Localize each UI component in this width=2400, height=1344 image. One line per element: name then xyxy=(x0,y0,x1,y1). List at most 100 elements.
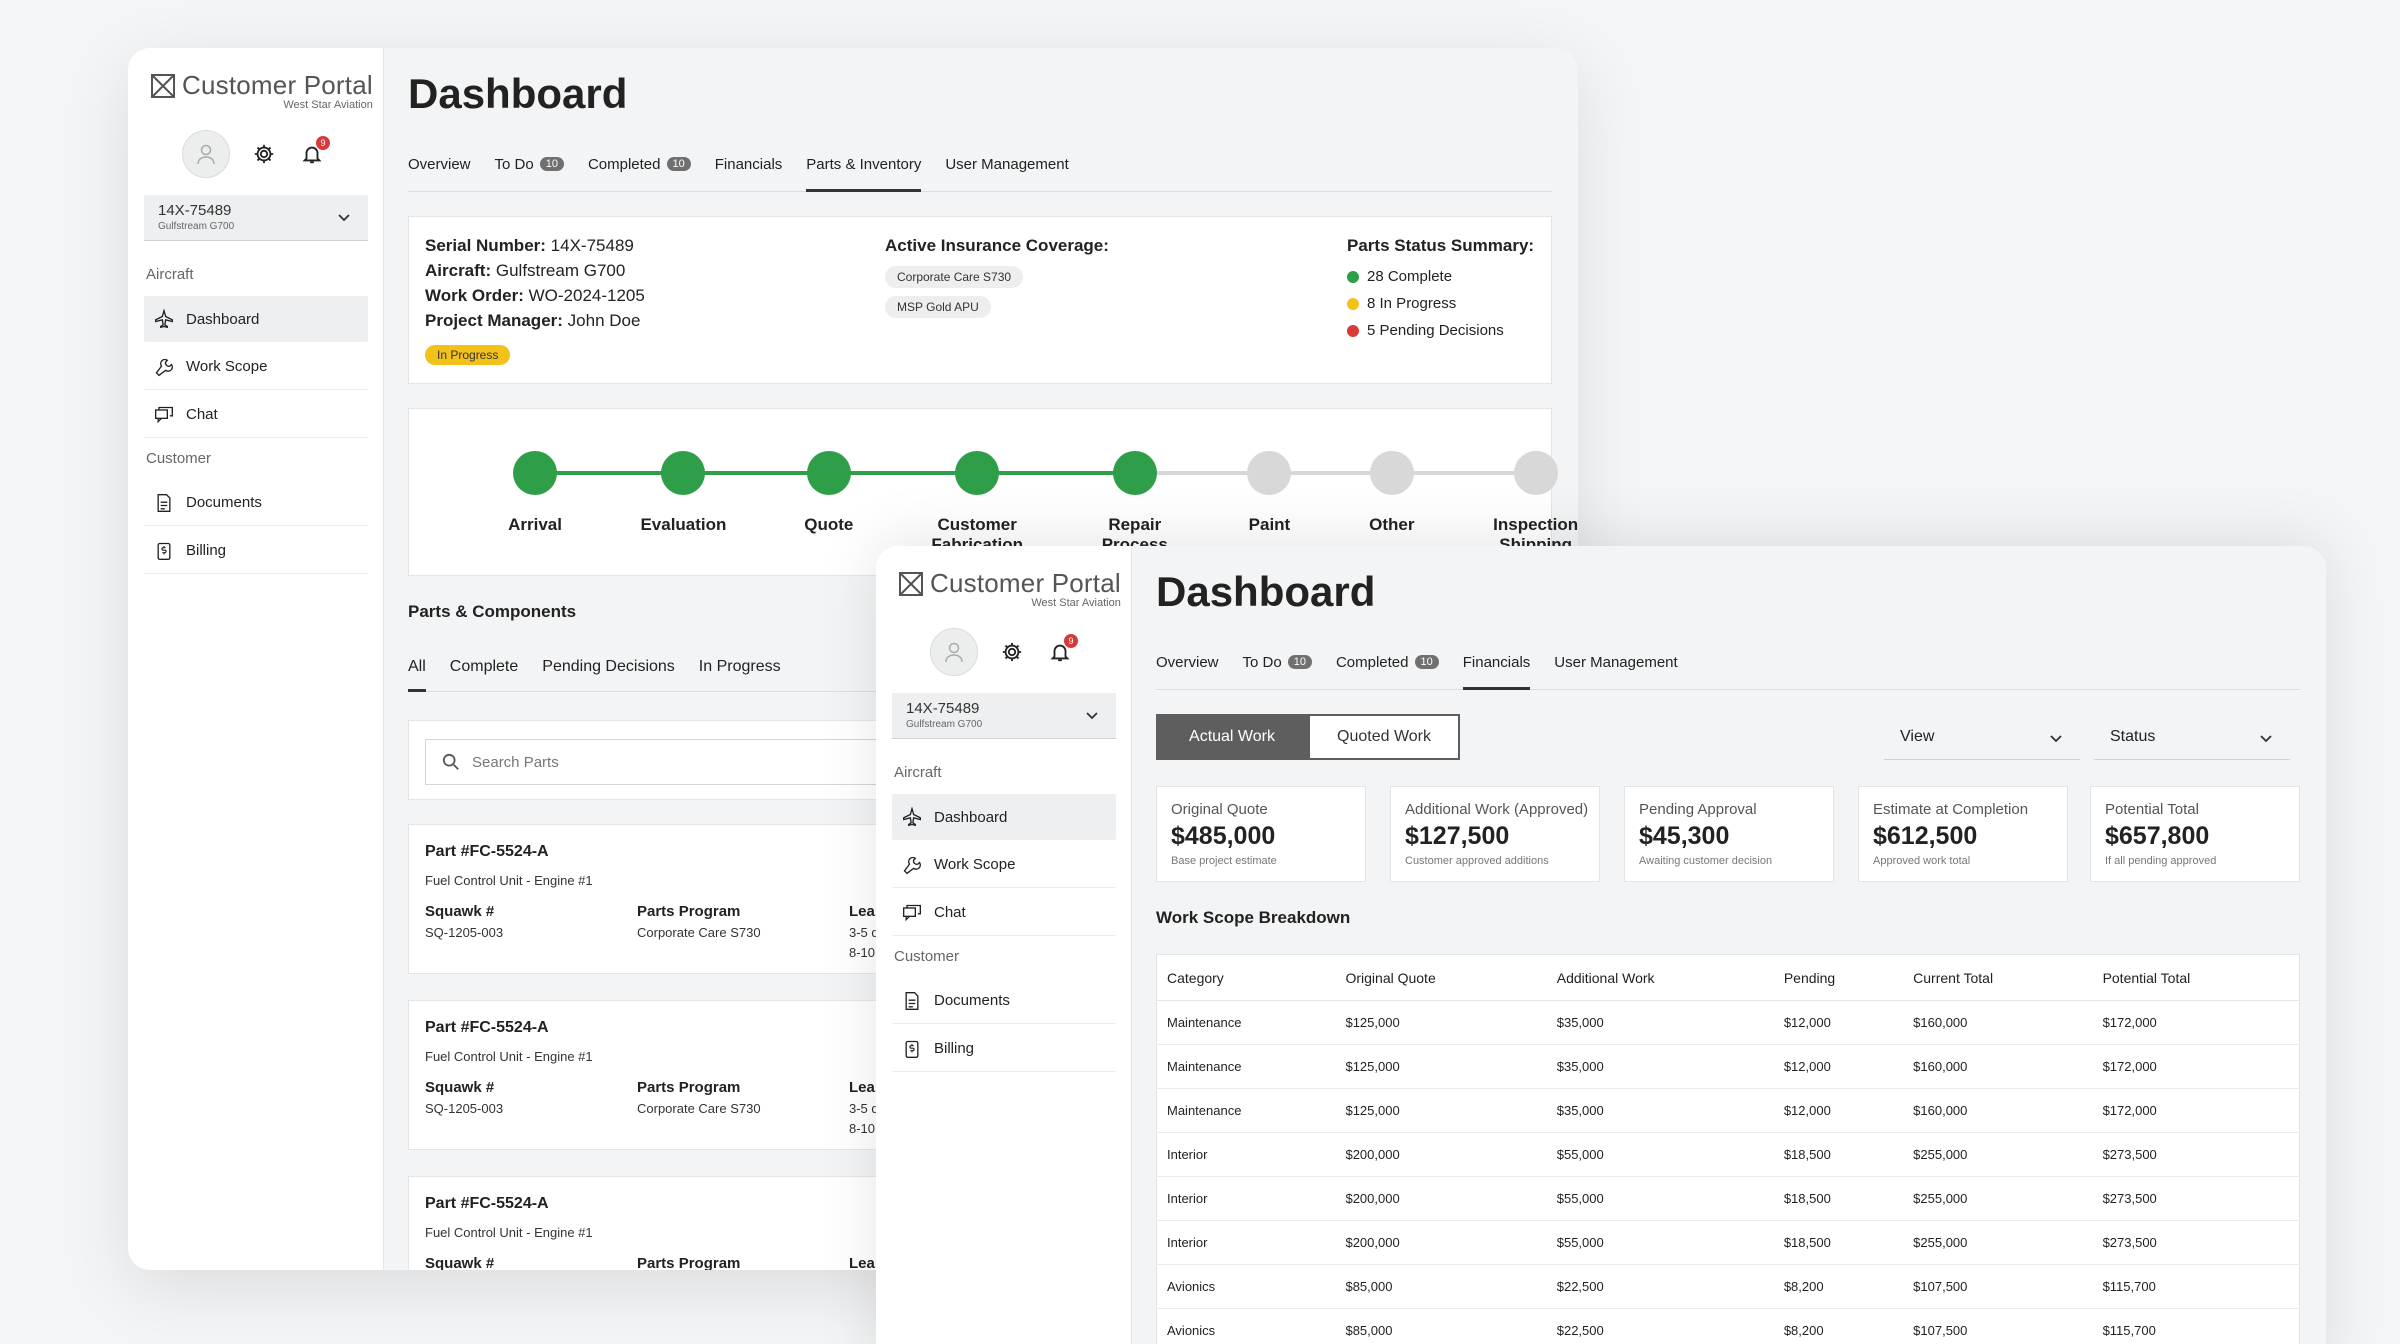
tab-completed[interactable]: Completed 10 xyxy=(1336,654,1439,690)
notifications-button[interactable]: 9 xyxy=(1046,634,1078,666)
status-text: 28 Complete xyxy=(1367,268,1453,285)
column-header[interactable]: Original Quote xyxy=(1335,954,1547,1001)
table-cell: Interior xyxy=(1156,1132,1336,1177)
part-number: Part #FC-5524-A xyxy=(425,1195,549,1212)
chevron-down-icon xyxy=(2050,735,2062,743)
view-dropdown[interactable]: View xyxy=(1884,714,2080,760)
sidebar-item-billing[interactable]: Billing xyxy=(892,1026,1116,1072)
filter-tab-all[interactable]: All xyxy=(408,658,426,692)
tab-overview[interactable]: Overview xyxy=(1156,654,1219,690)
timeline-label: Other xyxy=(1369,515,1415,534)
avatar[interactable] xyxy=(182,130,230,178)
column-header[interactable]: Category xyxy=(1156,954,1336,1001)
billing-icon xyxy=(157,542,171,560)
project-manager-line: Project Manager: John Doe xyxy=(425,308,645,333)
table-row[interactable]: Maintenance $125,000 $35,000 $12,000 $160,00… xyxy=(1156,1088,2300,1133)
column-header[interactable]: Additional Work xyxy=(1546,954,1774,1001)
kpi-caption: Base project estimate xyxy=(1171,855,1277,867)
tab-parts-inventory[interactable]: Parts & Inventory xyxy=(806,156,922,192)
part-card[interactable]: Part #FC-5524-A Fuel Control Unit - Engi… xyxy=(408,824,968,974)
tab-user-management[interactable]: User Management xyxy=(1554,654,1677,690)
table-cell: $273,500 xyxy=(2092,1176,2300,1221)
table-cell: $172,000 xyxy=(2092,1088,2300,1133)
sidebar-item-label: Chat xyxy=(934,904,966,921)
table-cell: $35,000 xyxy=(1546,1044,1774,1089)
column-header[interactable]: Pending xyxy=(1773,954,1904,1001)
section-label-customer: Customer xyxy=(894,948,960,965)
filter-tab-pending[interactable]: Pending Decisions xyxy=(542,658,675,675)
sidebar-item-dashboard[interactable]: Dashboard xyxy=(144,296,368,342)
table-row[interactable]: Interior $200,000 $55,000 $18,500 $255,000 $2… xyxy=(1156,1220,2300,1265)
work-order-label: Work Order: xyxy=(425,286,524,305)
notifications-button[interactable]: 9 xyxy=(298,136,330,168)
table-row[interactable]: Interior $200,000 $55,000 $18,500 $255,000 $2… xyxy=(1156,1176,2300,1221)
brand-logo[interactable]: Customer Portal West Star Aviation xyxy=(150,70,373,111)
sidebar-item-work-scope[interactable]: Work Scope xyxy=(892,842,1116,888)
filter-tab-in-progress[interactable]: In Progress xyxy=(698,658,781,675)
table-cell: $22,500 xyxy=(1546,1308,1774,1344)
aircraft-selector[interactable]: 14X-75489 Gulfstream G700 xyxy=(144,195,368,241)
table-cell: $12,000 xyxy=(1773,1088,1904,1133)
sidebar-item-documents[interactable]: Documents xyxy=(892,978,1116,1024)
quoted-work-button[interactable]: Quoted Work xyxy=(1308,714,1460,760)
sidebar-item-dashboard[interactable]: Dashboard xyxy=(892,794,1116,840)
program-value: Corporate Care S730 xyxy=(637,925,761,940)
work-order-value: WO-2024-1205 xyxy=(528,286,645,305)
tab-overview[interactable]: Overview xyxy=(408,156,471,192)
timeline-node xyxy=(661,451,706,495)
kpi-caption: Customer approved additions xyxy=(1405,855,1549,867)
kpi-additional-work: Additional Work (Approved) $127,500 Cust… xyxy=(1390,786,1600,882)
squawk-label: Squawk # xyxy=(425,1255,495,1270)
tab-to-do[interactable]: To Do 10 xyxy=(495,156,564,192)
table-cell: $18,500 xyxy=(1773,1176,1904,1221)
tab-completed[interactable]: Completed 10 xyxy=(588,156,691,192)
timeline-node xyxy=(806,451,851,495)
view-dropdown-label: View xyxy=(1900,727,1935,745)
tab-financials[interactable]: Financials xyxy=(1462,654,1531,690)
status-text: 5 Pending Decisions xyxy=(1367,322,1504,339)
work-order-details: Serial Number: 14X-75489 Aircraft: Gulfs… xyxy=(425,233,645,365)
table-row[interactable]: Maintenance $125,000 $35,000 $12,000 $160,00… xyxy=(1156,1044,2300,1089)
tab-label: Financials xyxy=(1462,654,1531,671)
sidebar-item-billing[interactable]: Billing xyxy=(144,528,368,574)
kpi-caption: Awaiting customer decision xyxy=(1639,855,1773,867)
part-card[interactable]: Part #FC-5524-A Fuel Control Unit - Engi… xyxy=(408,1000,968,1150)
table-cell: $160,000 xyxy=(1903,1000,2093,1045)
settings-button[interactable] xyxy=(250,140,278,168)
sidebar-item-chat[interactable]: Chat xyxy=(144,392,368,438)
actual-work-button[interactable]: Actual Work xyxy=(1156,714,1308,760)
filter-tab-complete[interactable]: Complete xyxy=(449,658,519,675)
table-row[interactable]: Interior $200,000 $55,000 $18,500 $255,000 $2… xyxy=(1156,1132,2300,1177)
table-cell: $85,000 xyxy=(1335,1308,1547,1344)
sidebar-item-work-scope[interactable]: Work Scope xyxy=(144,344,368,390)
part-card[interactable]: Part #FC-5524-A Fuel Control Unit - Engi… xyxy=(408,1176,968,1270)
avatar[interactable] xyxy=(930,628,978,676)
tab-count-badge: 10 xyxy=(666,157,691,171)
serial-line: Serial Number: 14X-75489 xyxy=(425,233,645,258)
parts-status-title-text: Parts Status Summary: xyxy=(1347,236,1535,255)
table-cell: Avionics xyxy=(1156,1264,1336,1309)
kpi-value: $127,500 xyxy=(1405,822,1510,850)
chevron-down-icon xyxy=(2260,735,2272,743)
table-row[interactable]: Avionics $85,000 $22,500 $8,200 $107,500 $115… xyxy=(1156,1264,2300,1309)
table-cell: $107,500 xyxy=(1903,1264,2093,1309)
part-description: Fuel Control Unit - Engine #1 xyxy=(425,1049,593,1064)
settings-button[interactable] xyxy=(998,638,1026,666)
column-header[interactable]: Potential Total xyxy=(2092,954,2300,1001)
tab-to-do[interactable]: To Do 10 xyxy=(1243,654,1312,690)
table-row[interactable]: Maintenance $125,000 $35,000 $12,000 $160,00… xyxy=(1156,1000,2300,1045)
brand-logo[interactable]: Customer Portal West Star Aviation xyxy=(898,568,1121,609)
tab-financials[interactable]: Financials xyxy=(715,156,783,192)
table-row[interactable]: Avionics $85,000 $22,500 $8,200 $107,500 $115… xyxy=(1156,1308,2300,1344)
table-cell: $160,000 xyxy=(1903,1088,2093,1133)
brand-title: Customer Portal xyxy=(182,70,373,100)
sidebar-item-chat[interactable]: Chat xyxy=(892,890,1116,936)
aircraft-selector[interactable]: 14X-75489 Gulfstream G700 xyxy=(892,693,1116,739)
column-header[interactable]: Current Total xyxy=(1903,954,2093,1001)
sidebar: Customer Portal West Star Aviation 9 14X… xyxy=(876,546,1132,1344)
work-type-toggle: Actual Work Quoted Work xyxy=(1156,714,1460,760)
user-icon xyxy=(197,144,215,165)
sidebar-item-documents[interactable]: Documents xyxy=(144,480,368,526)
status-dropdown[interactable]: Status xyxy=(2094,714,2290,760)
tab-user-management[interactable]: User Management xyxy=(945,156,1068,192)
